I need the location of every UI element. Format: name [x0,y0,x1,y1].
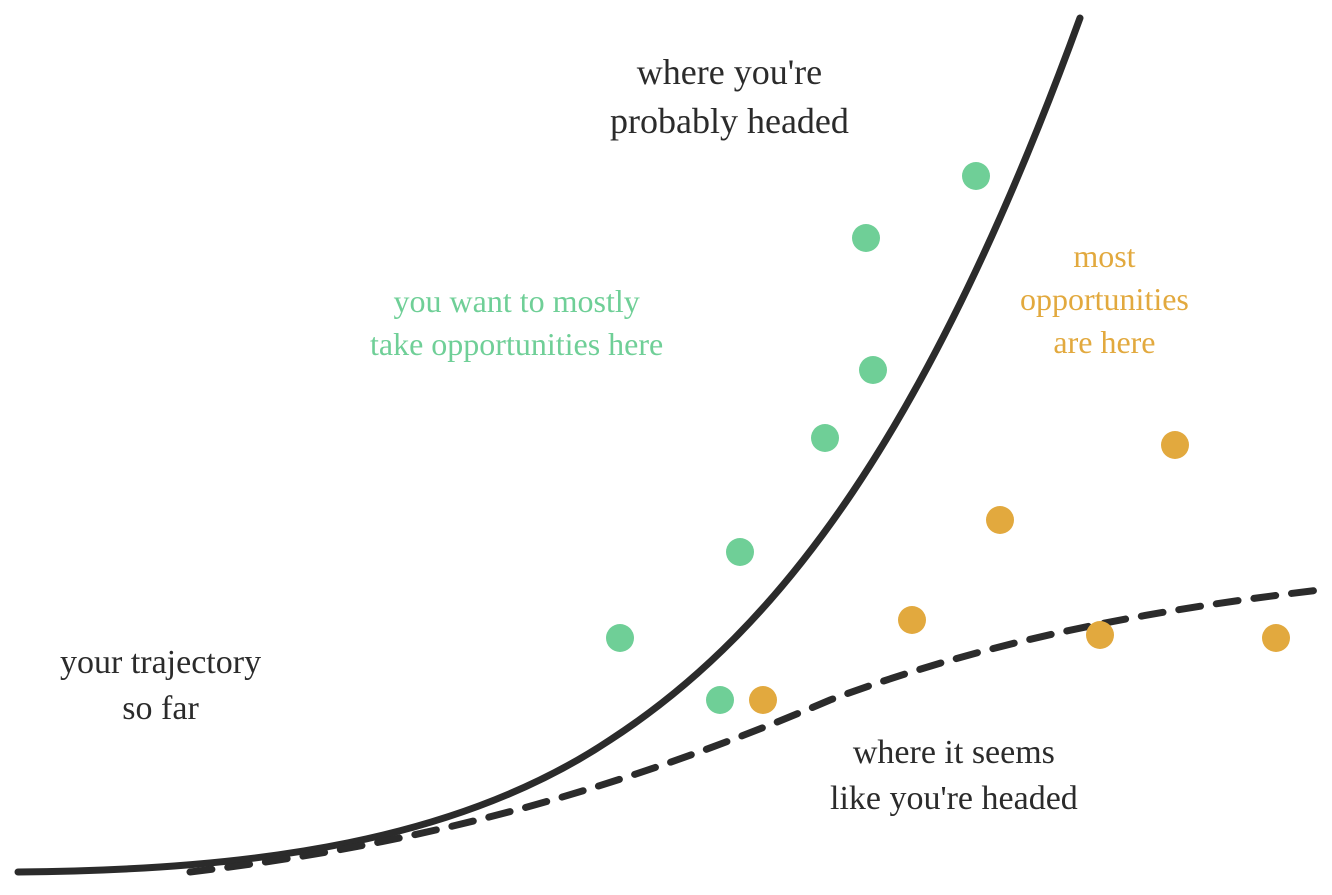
yellow-dot [986,506,1014,534]
label-seems-headed: where it seems like you're headed [830,730,1078,822]
green-dot [859,356,887,384]
green-dot [706,686,734,714]
dashed-trajectory-curve [190,590,1320,872]
yellow-dot [898,606,926,634]
yellow-dot [1086,621,1114,649]
green-dot [852,224,880,252]
green-dots-group [606,162,990,714]
label-probably-headed: where you're probably headed [610,48,849,145]
yellow-dot [749,686,777,714]
yellow-dot [1161,431,1189,459]
label-most-opportunities: most opportunities are here [1020,235,1189,365]
yellow-dot [1262,624,1290,652]
label-want-take: you want to mostly take opportunities he… [370,280,663,366]
green-dot [962,162,990,190]
yellow-dots-group [749,431,1290,714]
green-dot [726,538,754,566]
green-dot [811,424,839,452]
label-trajectory: your trajectory so far [60,640,261,732]
green-dot [606,624,634,652]
